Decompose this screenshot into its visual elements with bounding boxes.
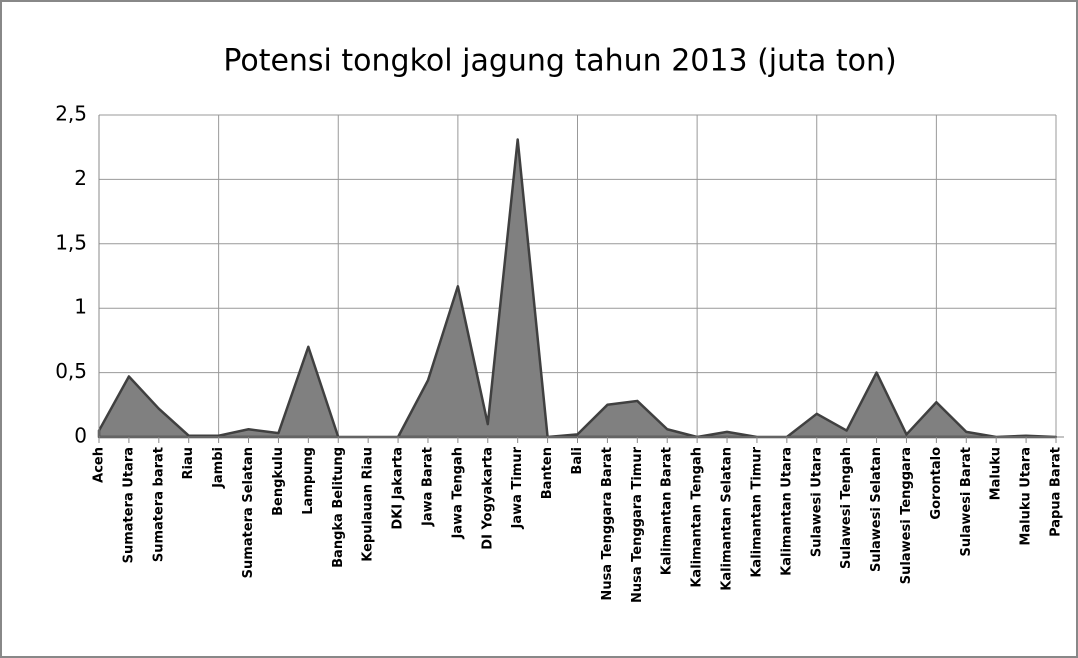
y-tick-label: 0,5 [55, 359, 87, 383]
x-tick-label: Lampung [301, 447, 316, 515]
x-tick-label: Riau [181, 447, 196, 480]
x-tick-label: Jawa Tengah [450, 447, 465, 539]
x-tick-label: Aceh [92, 447, 107, 483]
x-tick-label: DKI Jakarta [391, 447, 406, 530]
x-tick-label: Kalimantan Tengah [690, 447, 705, 588]
x-tick-label: Bali [570, 447, 585, 475]
x-tick-label: Banten [540, 447, 555, 499]
y-tick-label: 0 [74, 424, 87, 448]
x-tick-label: Sulawesi Selatan [869, 447, 884, 572]
x-tick-label: Nusa Tenggara Barat [600, 447, 615, 601]
x-tick-label: Jawa Barat [420, 447, 435, 527]
x-tick-label: Bengkulu [271, 447, 286, 516]
y-tick-label: 1,5 [55, 230, 87, 254]
x-tick-label: Sumatera Selatan [241, 447, 256, 578]
y-tick-label: 2,5 [55, 102, 87, 126]
x-tick-label: Sulawesi Barat [959, 447, 974, 556]
x-tick-label: Kalimantan Barat [660, 447, 675, 575]
y-tick-label: 1 [74, 295, 87, 319]
x-tick-label: Nusa Tenggara Timur [630, 446, 645, 603]
x-tick-label: Kalimantan Selatan [720, 447, 735, 591]
x-tick-label: Jambi [211, 447, 226, 489]
x-tick-label: Maluku Utara [1019, 447, 1034, 546]
x-tick-label: Maluku [989, 447, 1004, 500]
area [97, 138, 1058, 439]
x-tick-label: Kepulauan Riau [361, 447, 376, 562]
y-tick-label: 2 [74, 166, 87, 190]
x-tick-label: Jawa Timur [510, 446, 525, 529]
x-tick-label: DI Yogyakarta [480, 447, 495, 550]
x-tick-label: Sulawesi Tenggara [899, 447, 914, 584]
x-tick-label: Kalimantan Timur [749, 446, 764, 577]
chart-title: Potensi tongkol jagung tahun 2013 (juta … [223, 44, 896, 79]
x-tick-label: Papua Barat [1049, 447, 1064, 537]
x-tick-label: Sumatera Utara [121, 447, 136, 563]
x-tick-label: Sulawesi Tengah [839, 447, 854, 569]
x-tick-label: Gorontalo [929, 447, 944, 520]
x-tick-label: Sulawesi Utara [809, 447, 824, 557]
x-tick-label: Sumatera barat [151, 447, 166, 562]
x-tick-label: Bangka Belitung [331, 447, 346, 568]
x-tick-label: Kalimantan Utara [779, 447, 794, 576]
